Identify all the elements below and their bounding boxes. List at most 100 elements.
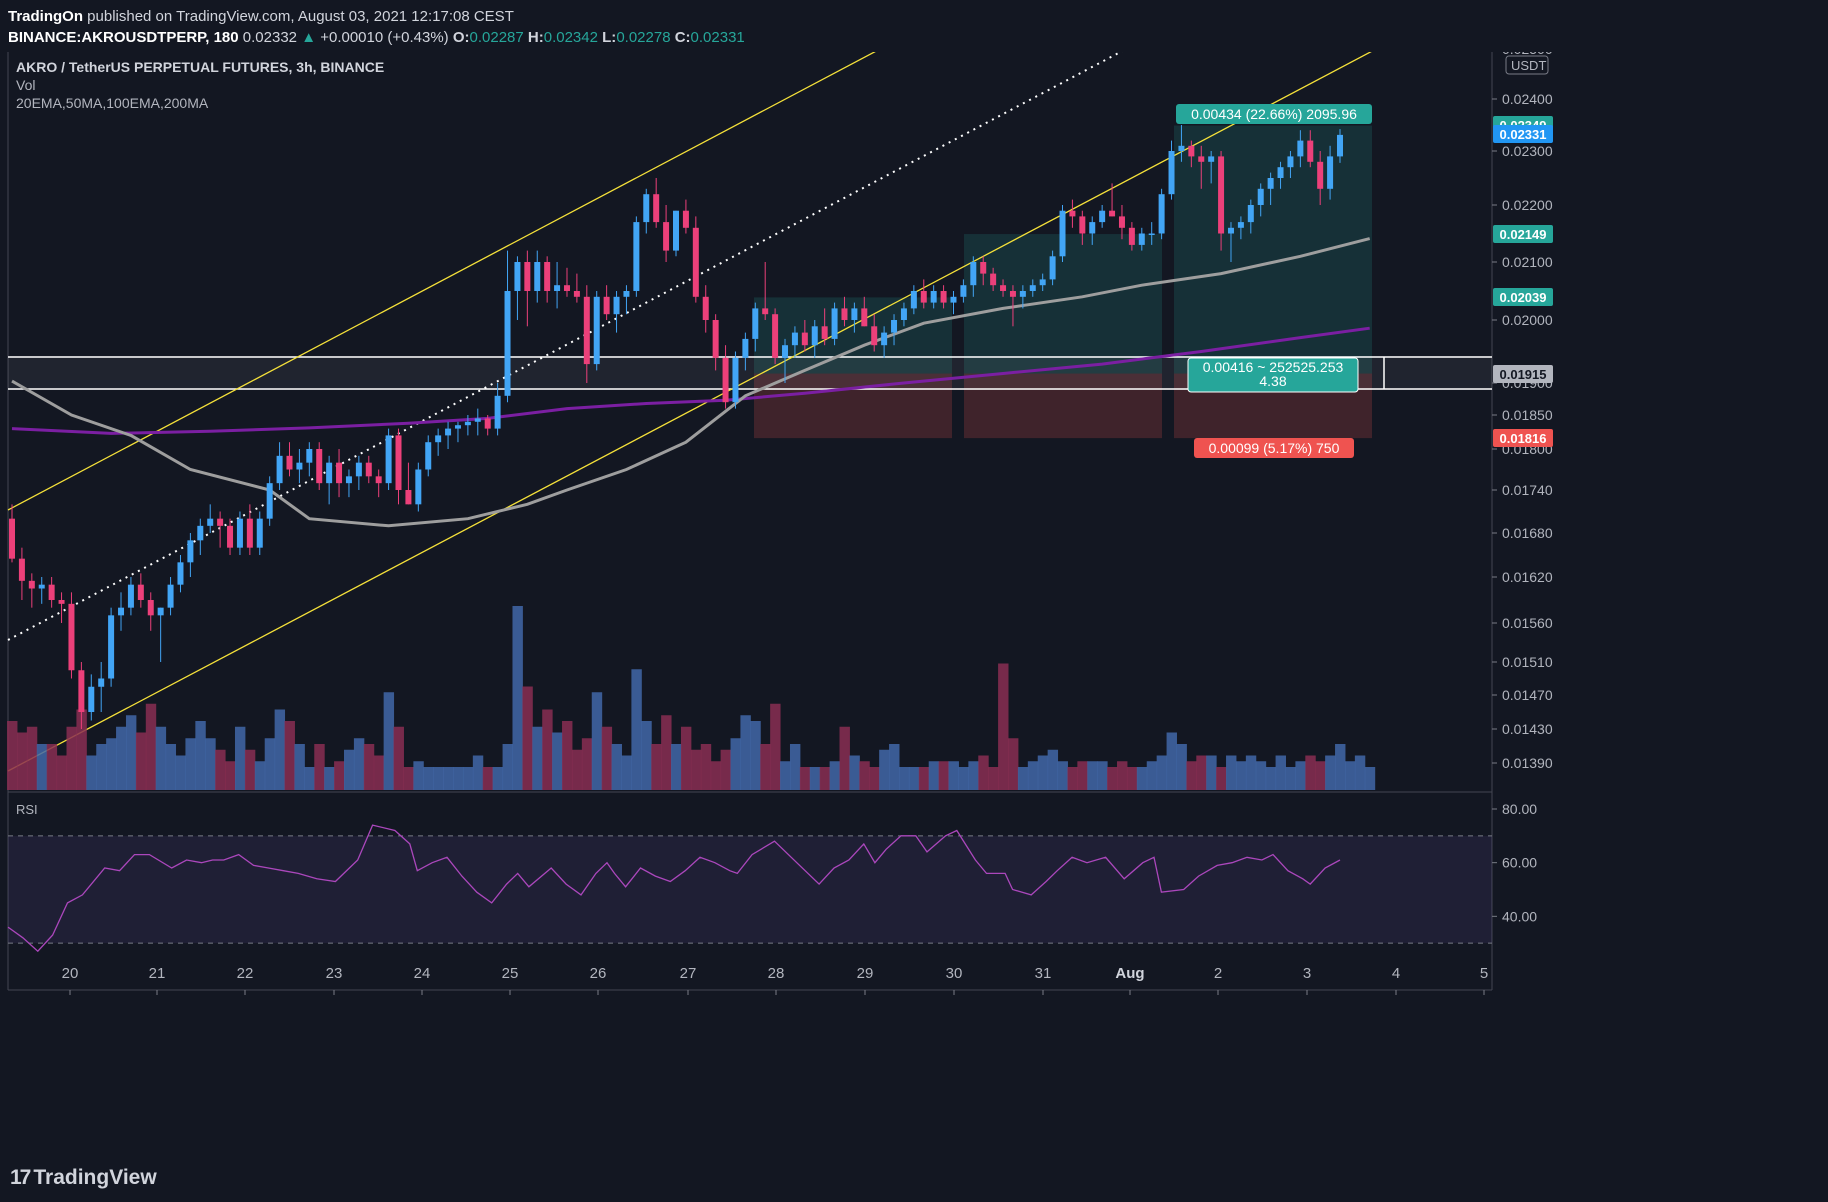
y-tick-label: 0.01620 — [1502, 569, 1553, 585]
candle-body — [1257, 188, 1264, 205]
volume-bar — [294, 744, 305, 790]
legend-title: AKRO / TetherUS PERPETUAL FUTURES, 3h, B… — [16, 59, 384, 75]
candle-body — [167, 584, 174, 608]
volume-bar — [829, 761, 841, 790]
rsi-tick-label: 80.00 — [1502, 801, 1537, 817]
candle-body — [732, 357, 739, 403]
volume-bar — [1295, 761, 1306, 790]
volume-bar — [760, 744, 771, 790]
candle-body — [48, 584, 55, 600]
candle-body — [1049, 256, 1056, 280]
candle-body — [643, 194, 650, 223]
candle-body — [246, 518, 253, 548]
volume-bar — [1107, 767, 1118, 790]
candle-body — [1218, 156, 1225, 234]
x-tick-label: 26 — [590, 965, 607, 982]
candle-body — [980, 262, 987, 274]
volume-bar — [730, 738, 741, 790]
candle-body — [286, 455, 293, 470]
volume-bar — [988, 767, 999, 790]
candle-body — [554, 285, 561, 291]
volume-bar — [462, 767, 474, 790]
high-key: H: — [527, 29, 544, 46]
channel-mid-line — [7, 52, 1123, 641]
author-name[interactable]: TradingOn — [8, 8, 83, 25]
volume-bar — [254, 761, 266, 790]
candle-body — [435, 435, 442, 443]
volume-bar — [1156, 755, 1168, 790]
volume-bar — [1017, 767, 1029, 790]
candle-body — [583, 296, 590, 365]
x-tick-label: 22 — [237, 965, 254, 982]
x-tick-label: 25 — [502, 965, 519, 982]
volume-bar — [998, 663, 1009, 790]
stop-zone — [964, 373, 1162, 439]
volume-bar — [453, 767, 464, 790]
volume-bar — [1027, 761, 1039, 790]
price-chart[interactable]: 0.02500 0.02400 0.02300 0.02200 0.02100 0.020… — [0, 52, 1828, 1156]
candle-body — [395, 435, 402, 490]
candle-body — [1287, 156, 1294, 168]
volume-bar — [809, 767, 821, 790]
candle-body — [623, 291, 630, 297]
volume-bar — [363, 744, 375, 790]
volume-bar — [1077, 761, 1088, 790]
y-tick-label: 0.01680 — [1502, 525, 1553, 541]
symbol-label[interactable]: BINANCE:AKROUSDTPERP, 180 — [8, 29, 239, 46]
volume-bar — [46, 744, 58, 790]
volume-bar — [1354, 755, 1366, 790]
volume-bar — [314, 744, 325, 790]
price-tag-label: 0.02149 — [1500, 227, 1547, 242]
candle-body — [256, 518, 263, 548]
open-value: 0.02287 — [469, 29, 524, 46]
candle-body — [514, 262, 521, 291]
candle-body — [791, 332, 798, 346]
candle-body — [177, 562, 184, 585]
candle-body — [375, 476, 382, 484]
candle-body — [752, 308, 759, 339]
channel-lower-line — [7, 52, 1372, 772]
candle-body — [1297, 140, 1304, 157]
tradingview-logo[interactable]: 17 TradingView — [10, 1166, 157, 1190]
candle-body — [1307, 140, 1314, 162]
low-value: 0.02278 — [616, 29, 671, 46]
price-tag-label: 0.02331 — [1500, 127, 1547, 142]
volume-bar — [859, 761, 870, 790]
candle-body — [772, 314, 779, 358]
volume-bar — [135, 732, 147, 790]
candle-body — [633, 222, 640, 291]
ohlc-line: BINANCE:AKROUSDTPERP, 180 0.02332 ▲ +0.0… — [8, 29, 745, 46]
volume-bar — [740, 715, 751, 790]
candle-body — [306, 449, 313, 463]
volume-bar — [1364, 767, 1376, 790]
stop-zone — [754, 373, 952, 439]
volume-bar — [780, 761, 791, 790]
legend-vol: Vol — [16, 77, 35, 93]
center-label-box — [1187, 357, 1359, 393]
x-tick-label: 23 — [326, 965, 343, 982]
candle-body — [187, 540, 194, 563]
y-tick-label: 0.02400 — [1502, 91, 1553, 107]
volume-bar — [1057, 761, 1068, 790]
y-tick-label: 0.02200 — [1502, 197, 1553, 213]
volume-bar — [671, 744, 682, 790]
candle-body — [910, 291, 917, 309]
volume-bar — [36, 744, 48, 790]
last-price: 0.02332 — [242, 29, 298, 46]
candle-body — [1198, 156, 1205, 162]
candle-body — [365, 462, 372, 477]
volume-bar — [552, 732, 563, 790]
y-axis-unit: USDT — [1511, 58, 1546, 73]
candle-body — [563, 285, 570, 291]
volume-bar — [1235, 761, 1247, 790]
candle-body — [494, 395, 501, 429]
published-text: published on TradingView.com, August 03,… — [87, 8, 514, 25]
legend-mas: 20EMA,50MA,100EMA,200MA — [16, 95, 209, 111]
candle-body — [1267, 178, 1274, 189]
volume-bar — [393, 726, 404, 790]
volume-bar — [1315, 761, 1326, 790]
volume-bar — [165, 744, 177, 790]
candle-body — [1009, 291, 1016, 297]
candle-body — [1019, 291, 1026, 297]
volume-bar — [1097, 761, 1108, 790]
